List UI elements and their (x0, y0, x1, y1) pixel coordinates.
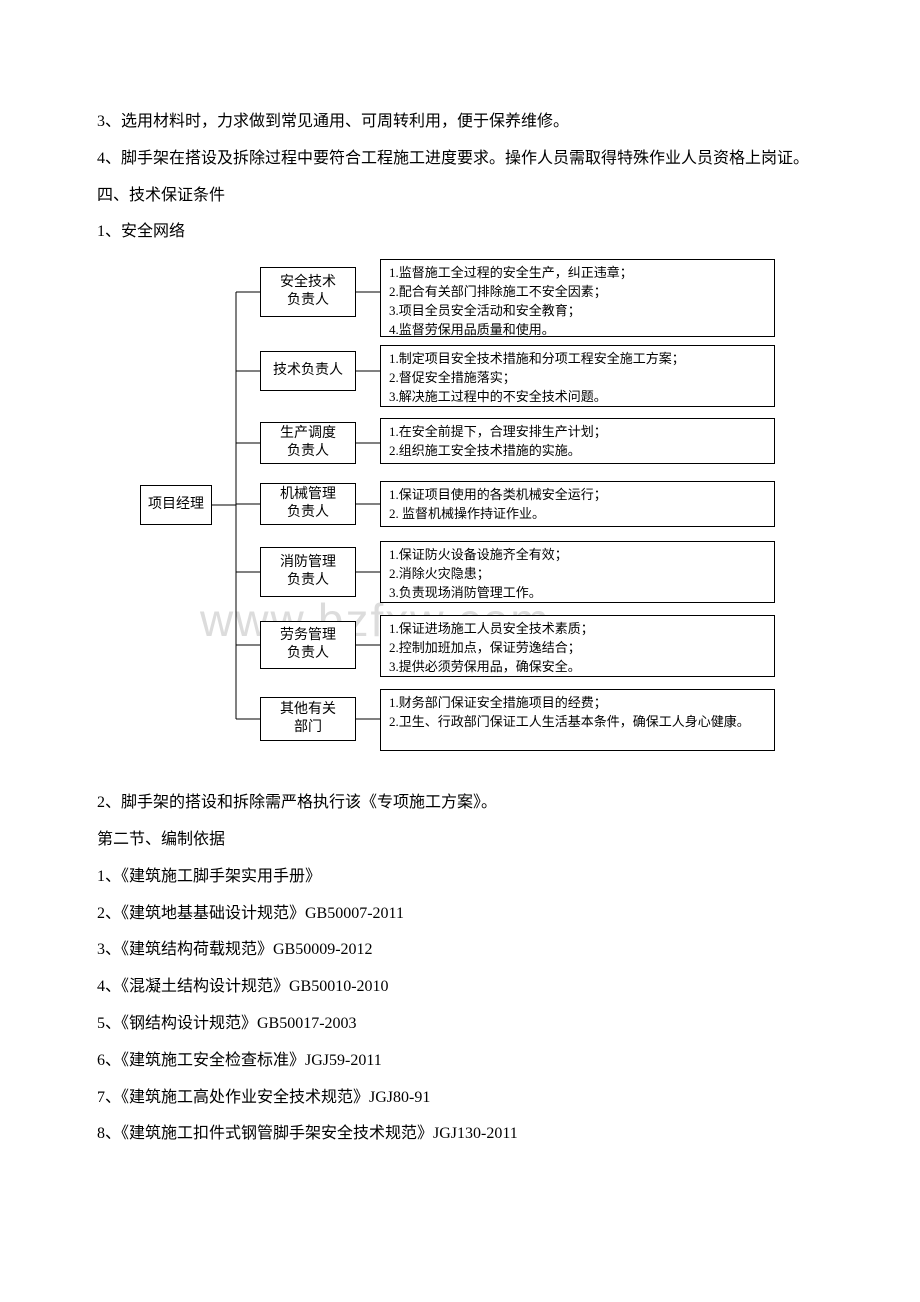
child-node-4: 消防管理负责人 (260, 547, 356, 597)
org-chart-diagram: www.bzfxw.com 项目经理安全技术负责人1.监督施工全过程的安全生产，… (140, 259, 780, 769)
para-after-diagram: 2、脚手架的搭设和拆除需严格执行该《专项施工方案》。 (65, 789, 855, 818)
child-node-2: 生产调度负责人 (260, 422, 356, 464)
child-node-1: 技术负责人 (260, 351, 356, 391)
resp-box-6: 1.财务部门保证安全措施项目的经费；2.卫生、行政部门保证工人生活基本条件，确保… (380, 689, 775, 751)
ref-7: 7、《建筑施工高处作业安全技术规范》JGJ80-91 (65, 1084, 855, 1113)
resp-box-1: 1.制定项目安全技术措施和分项工程安全施工方案；2.督促安全措施落实；3.解决施… (380, 345, 775, 407)
para-4: 4、脚手架在搭设及拆除过程中要符合工程施工进度要求。操作人员需取得特殊作业人员资… (65, 145, 855, 174)
resp-box-0: 1.监督施工全过程的安全生产，纠正违章；2.配合有关部门排除施工不安全因素；3.… (380, 259, 775, 337)
child-node-5: 劳务管理负责人 (260, 621, 356, 669)
resp-box-3: 1.保证项目使用的各类机械安全运行；2. 监督机械操作持证作业。 (380, 481, 775, 527)
ref-2: 2、《建筑地基基础设计规范》GB50007-2011 (65, 900, 855, 929)
ref-8: 8、《建筑施工扣件式钢管脚手架安全技术规范》JGJ130-2011 (65, 1120, 855, 1149)
ref-6: 6、《建筑施工安全检查标准》JGJ59-2011 (65, 1047, 855, 1076)
section-2-heading: 第二节、编制依据 (65, 826, 855, 855)
child-node-0: 安全技术负责人 (260, 267, 356, 317)
ref-1: 1、《建筑施工脚手架实用手册》 (65, 863, 855, 892)
resp-box-4: 1.保证防火设备设施齐全有效；2.消除火灾隐患；3.负责现场消防管理工作。 (380, 541, 775, 603)
ref-3: 3、《建筑结构荷载规范》GB50009-2012 (65, 936, 855, 965)
ref-4: 4、《混凝土结构设计规范》GB50010-2010 (65, 973, 855, 1002)
heading-4: 四、技术保证条件 (65, 182, 855, 211)
child-node-6: 其他有关部门 (260, 697, 356, 741)
resp-box-5: 1.保证进场施工人员安全技术素质；2.控制加班加点，保证劳逸结合；3.提供必须劳… (380, 615, 775, 677)
child-node-3: 机械管理负责人 (260, 483, 356, 525)
resp-box-2: 1.在安全前提下，合理安排生产计划；2.组织施工安全技术措施的实施。 (380, 418, 775, 464)
ref-5: 5、《钢结构设计规范》GB50017-2003 (65, 1010, 855, 1039)
para-3: 3、选用材料时，力求做到常见通用、可周转利用，便于保养维修。 (65, 108, 855, 137)
item-1: 1、安全网络 (65, 218, 855, 247)
root-node: 项目经理 (140, 485, 212, 525)
